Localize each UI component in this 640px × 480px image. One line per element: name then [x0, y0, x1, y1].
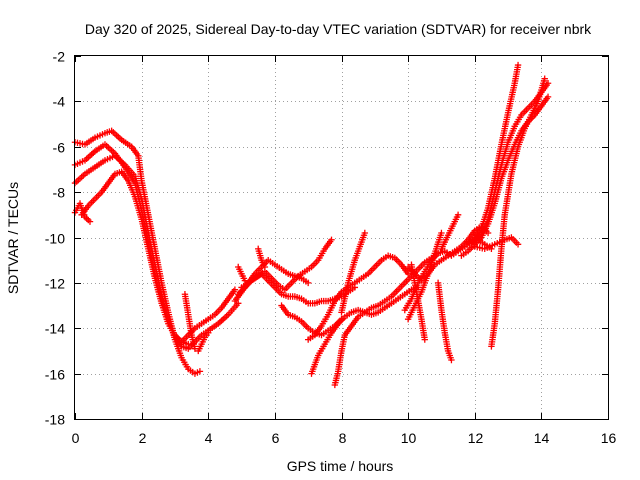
- data-point: [241, 277, 249, 284]
- data-series: [78, 168, 192, 348]
- data-point: [514, 61, 522, 69]
- y-tick-label: -8: [53, 185, 66, 201]
- y-tick-label: -12: [45, 276, 65, 292]
- data-point: [196, 368, 204, 375]
- data-point: [205, 329, 212, 336]
- data-series: [235, 236, 335, 298]
- data-points: [71, 61, 552, 389]
- data-point: [421, 336, 428, 343]
- plot-frame: [74, 55, 609, 420]
- x-tick-label: 8: [339, 430, 347, 446]
- y-tick-label: -2: [53, 49, 66, 65]
- data-series: [488, 75, 548, 350]
- data-series: [181, 291, 212, 355]
- x-tick-label: 6: [272, 430, 280, 446]
- data-point: [541, 75, 548, 82]
- data-point: [448, 356, 455, 364]
- data-point: [231, 286, 239, 293]
- y-tick-label: -14: [45, 321, 65, 337]
- data-point: [328, 236, 335, 243]
- y-axis-label: SDTVAR / TECUs: [5, 182, 21, 294]
- data-point: [86, 218, 94, 225]
- data-point: [438, 229, 445, 237]
- x-tick-label: 10: [401, 430, 417, 446]
- x-tick-labels: 0 2 4 6 8 10 12 14 16: [72, 430, 617, 446]
- x-tick-label: 4: [205, 430, 213, 446]
- data-series: [71, 152, 242, 352]
- y-tick-label: -6: [53, 140, 66, 156]
- data-series: [471, 234, 522, 253]
- data-series: [408, 261, 428, 343]
- y-tick-label: -10: [45, 231, 65, 247]
- data-point: [454, 211, 462, 219]
- data-point: [361, 229, 369, 237]
- x-tick-label: 2: [139, 430, 147, 446]
- data-series: [338, 229, 369, 316]
- x-tick-label: 0: [72, 430, 80, 446]
- data-series: [71, 200, 94, 225]
- data-series: [71, 141, 239, 346]
- y-tick-label: -4: [53, 94, 66, 110]
- data-series: [434, 279, 455, 364]
- x-tick-label: 14: [534, 430, 550, 446]
- data-series: [438, 211, 462, 253]
- data-series: [471, 61, 522, 241]
- data-series: [304, 252, 412, 343]
- data-point: [304, 279, 312, 287]
- x-axis-label: GPS time / hours: [287, 458, 394, 474]
- data-series: [278, 302, 345, 339]
- data-point: [185, 340, 192, 348]
- x-tick-label: 16: [601, 430, 617, 446]
- data-point: [544, 93, 552, 101]
- data-point: [261, 263, 269, 271]
- data-series: [235, 263, 249, 284]
- data-point: [514, 241, 522, 248]
- chart-title: Day 320 of 2025, Sidereal Day-to-day VTE…: [85, 21, 592, 37]
- x-tick-label: 12: [468, 430, 484, 446]
- data-point: [235, 300, 242, 307]
- y-tick-labels: -18 -16 -14 -12 -10 -8 -6 -4 -2: [45, 49, 65, 428]
- data-series: [255, 245, 269, 271]
- y-tick-label: -18: [45, 412, 65, 428]
- y-tick-label: -16: [45, 367, 65, 383]
